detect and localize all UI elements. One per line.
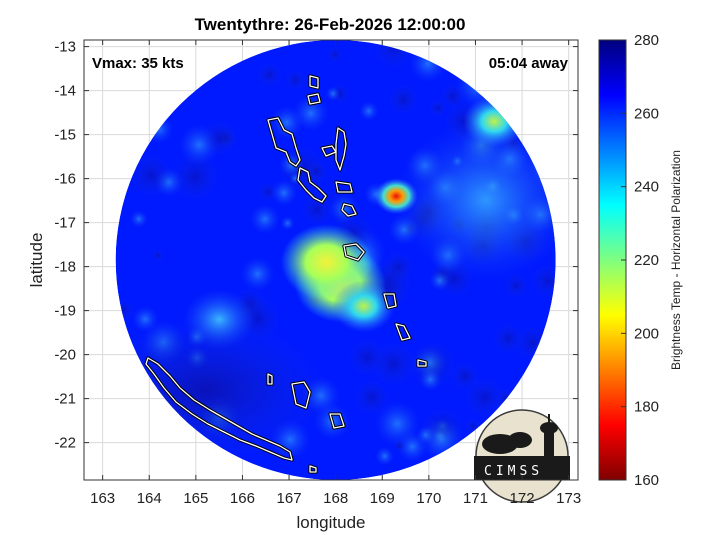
- time-away-annotation: 05:04 away: [489, 55, 569, 72]
- texture-blob: [359, 101, 379, 121]
- colorbar-tick-label: 260: [634, 105, 659, 122]
- texture-blob: [202, 120, 237, 156]
- texture-blob: [325, 86, 341, 101]
- x-tick-label: 170: [416, 490, 441, 507]
- feature-4: [332, 280, 395, 333]
- x-tick-label: 173: [556, 490, 581, 507]
- microwave-swath: [115, 40, 556, 480]
- texture-blob: [371, 341, 416, 387]
- feature-2: [374, 178, 418, 215]
- colorbar-tick-label: 240: [634, 179, 659, 196]
- x-axis-label: longitude: [296, 513, 365, 532]
- colorbar-tick-label: 160: [634, 472, 659, 489]
- feature-1: [280, 224, 372, 301]
- texture-blob: [130, 210, 148, 228]
- texture-blob: [413, 346, 447, 380]
- texture-blob: [257, 62, 282, 88]
- y-tick-label: -18: [54, 259, 76, 276]
- texture-blob: [240, 256, 275, 291]
- texture-blob: [388, 84, 419, 115]
- y-tick-label: -14: [54, 83, 76, 100]
- logo-text: CIMSS: [484, 464, 543, 479]
- y-tick-label: -17: [54, 215, 76, 232]
- texture-blob: [419, 368, 442, 391]
- y-tick-label: -21: [54, 391, 76, 408]
- texture-blob: [464, 378, 505, 418]
- texture-blob: [429, 270, 451, 291]
- y-tick-label: -15: [54, 127, 76, 144]
- y-tick-label: -19: [54, 303, 76, 320]
- warm-region: [395, 120, 556, 280]
- texture-blob: [374, 401, 420, 447]
- texture-blob: [171, 153, 219, 201]
- texture-blob: [354, 379, 390, 415]
- texture-blob: [129, 153, 173, 197]
- x-tick-label: 166: [230, 490, 255, 507]
- x-tick-label: 168: [323, 490, 348, 507]
- coastlines: [144, 74, 428, 474]
- y-tick-label: -22: [54, 435, 76, 452]
- colorbar-tick-label: 180: [634, 399, 659, 416]
- texture-blob: [301, 194, 333, 226]
- texture-blob: [249, 204, 280, 235]
- x-tick-label: 171: [463, 490, 488, 507]
- chart-title: Twentythre: 26-Feb-2026 12:00:00: [195, 15, 466, 34]
- texture-blob: [306, 160, 328, 183]
- x-tick-label: 169: [370, 490, 395, 507]
- texture-blob: [131, 305, 159, 333]
- axes-frame: [83, 39, 579, 481]
- colorbar-tick-label: 200: [634, 325, 659, 342]
- texture-blob: [503, 273, 529, 299]
- texture-blob: [270, 105, 304, 140]
- x-tick-label: 172: [510, 490, 535, 507]
- x-tick-label: 164: [137, 490, 162, 507]
- x-tick-label: 163: [90, 490, 115, 507]
- y-tick-label: -20: [54, 347, 76, 364]
- x-tick-label: 165: [183, 490, 208, 507]
- texture-blob: [280, 216, 295, 231]
- x-axis-ticks: 163 164 165 166 167 168 169 170 171 172 173: [90, 40, 581, 507]
- colorbar-tick-label: 280: [634, 32, 659, 49]
- texture-blob: [429, 99, 447, 117]
- y-axis-label: latitude: [27, 233, 46, 288]
- colorbar-tick-label: 220: [634, 252, 659, 269]
- y-tick-label: -16: [54, 171, 76, 188]
- texture-blob: [493, 323, 524, 354]
- colorbar-ticks: 280 260 240 220 200 180 160: [621, 32, 659, 489]
- colorbar-label: Brightness Temp - Horizontal Polarizatio…: [669, 150, 683, 370]
- vmax-annotation: Vmax: 35 kts: [92, 55, 184, 72]
- y-axis-ticks: -13 -14 -15 -16 -17 -18 -19 -20 -21 -22: [54, 39, 578, 452]
- texture-blob: [285, 69, 306, 91]
- texture-blob: [375, 446, 395, 466]
- texture-blob: [270, 179, 298, 206]
- cimss-logo: CIMSS: [474, 409, 570, 503]
- feature-5: [183, 289, 256, 350]
- texture-blob: [151, 249, 164, 262]
- colorbar: 280 260 240 220 200 180 160 Brightness Temp - …: [598, 32, 683, 489]
- texture-blob: [326, 46, 343, 63]
- texture-blob: [531, 264, 556, 298]
- y-tick-label: -13: [54, 39, 76, 56]
- x-tick-label: 167: [277, 490, 302, 507]
